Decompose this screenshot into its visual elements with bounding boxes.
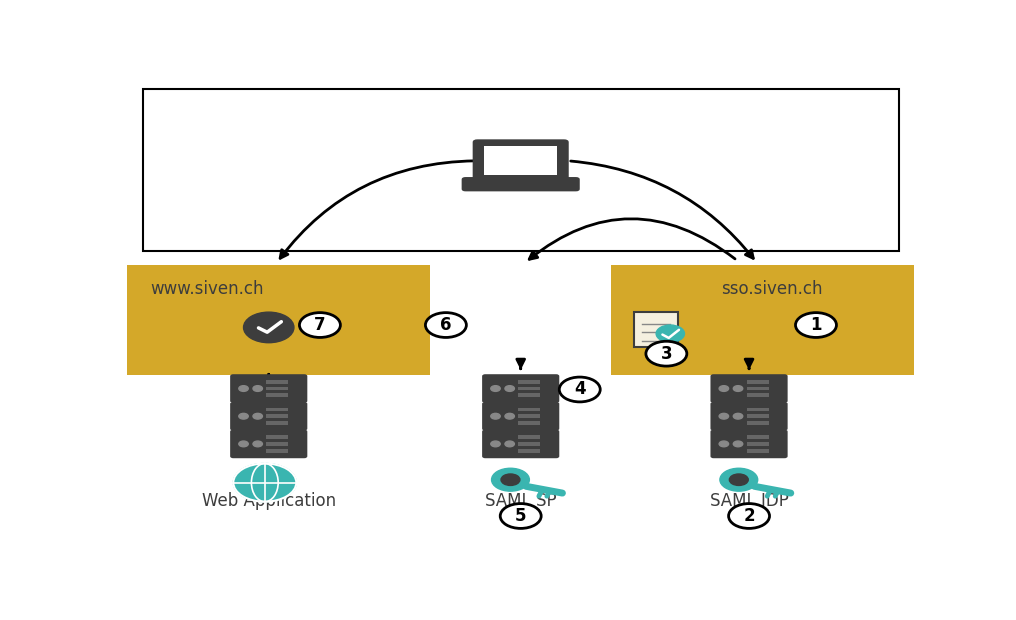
Text: Web Application: Web Application [201, 492, 336, 510]
Circle shape [501, 474, 520, 485]
Bar [747, 442, 769, 446]
Bar [518, 435, 541, 439]
Circle shape [253, 414, 262, 419]
Bar [518, 449, 541, 453]
Circle shape [729, 474, 748, 485]
Text: 5: 5 [515, 507, 526, 525]
FancyBboxPatch shape [231, 374, 307, 403]
Bar [518, 380, 541, 384]
Text: 6: 6 [440, 316, 452, 334]
Bar [747, 407, 769, 412]
Circle shape [244, 312, 294, 343]
FancyBboxPatch shape [231, 430, 307, 458]
FancyBboxPatch shape [710, 374, 787, 403]
Circle shape [734, 441, 743, 447]
Bar [747, 449, 769, 453]
Bar [266, 414, 289, 418]
FancyBboxPatch shape [710, 430, 787, 458]
Circle shape [253, 386, 262, 391]
Circle shape [656, 325, 685, 342]
Text: 2: 2 [744, 507, 755, 525]
Bar [747, 387, 769, 391]
Text: SAML IDP: SAML IDP [709, 492, 788, 510]
FancyBboxPatch shape [710, 402, 787, 430]
Bar [612, 265, 914, 375]
Circle shape [719, 414, 728, 419]
Circle shape [734, 414, 743, 419]
Text: 4: 4 [574, 381, 585, 399]
Circle shape [720, 468, 758, 491]
Circle shape [239, 441, 248, 447]
FancyBboxPatch shape [483, 374, 559, 403]
FancyBboxPatch shape [461, 177, 580, 192]
Circle shape [491, 441, 500, 447]
FancyBboxPatch shape [634, 312, 679, 347]
Circle shape [734, 386, 743, 391]
Text: 7: 7 [314, 316, 326, 334]
Bar [747, 393, 769, 397]
Bar [266, 421, 289, 425]
Circle shape [491, 414, 500, 419]
Bar [127, 265, 430, 375]
FancyArrowPatch shape [571, 161, 753, 259]
Text: 1: 1 [810, 316, 822, 334]
Bar [747, 421, 769, 425]
Bar [266, 380, 289, 384]
Circle shape [719, 441, 728, 447]
Circle shape [239, 414, 248, 419]
Circle shape [505, 386, 514, 391]
Circle shape [492, 468, 529, 491]
Text: sso.siven.ch: sso.siven.ch [721, 280, 823, 298]
Bar [518, 393, 541, 397]
Bar [518, 442, 541, 446]
Text: www.siven.ch: www.siven.ch [150, 280, 264, 298]
Circle shape [505, 441, 514, 447]
Bar [747, 380, 769, 384]
Text: SAML SP: SAML SP [485, 492, 557, 510]
FancyArrowPatch shape [265, 374, 272, 384]
Bar [747, 414, 769, 418]
Bar [266, 449, 289, 453]
FancyBboxPatch shape [231, 402, 307, 430]
Circle shape [728, 503, 769, 528]
Text: 3: 3 [660, 345, 673, 363]
FancyBboxPatch shape [483, 430, 559, 458]
Bar [518, 407, 541, 412]
Bar [518, 421, 541, 425]
Circle shape [719, 386, 728, 391]
Bar [266, 387, 289, 391]
FancyBboxPatch shape [142, 89, 898, 251]
Circle shape [239, 386, 248, 391]
Bar [266, 435, 289, 439]
Circle shape [559, 377, 600, 402]
Circle shape [426, 312, 466, 337]
Bar [518, 387, 541, 391]
Bar [518, 414, 541, 418]
Bar [266, 393, 289, 397]
Circle shape [300, 312, 340, 337]
Circle shape [646, 341, 687, 366]
FancyBboxPatch shape [472, 140, 569, 182]
Bar [485, 146, 557, 175]
Circle shape [491, 386, 500, 391]
FancyArrowPatch shape [529, 219, 735, 259]
Circle shape [234, 464, 297, 502]
FancyArrowPatch shape [280, 161, 474, 259]
FancyArrowPatch shape [517, 359, 524, 369]
Bar [266, 407, 289, 412]
Circle shape [505, 414, 514, 419]
FancyBboxPatch shape [483, 402, 559, 430]
Circle shape [500, 503, 542, 528]
Bar [747, 435, 769, 439]
Circle shape [796, 312, 836, 337]
Circle shape [253, 441, 262, 447]
Bar [266, 442, 289, 446]
FancyArrowPatch shape [745, 359, 753, 369]
